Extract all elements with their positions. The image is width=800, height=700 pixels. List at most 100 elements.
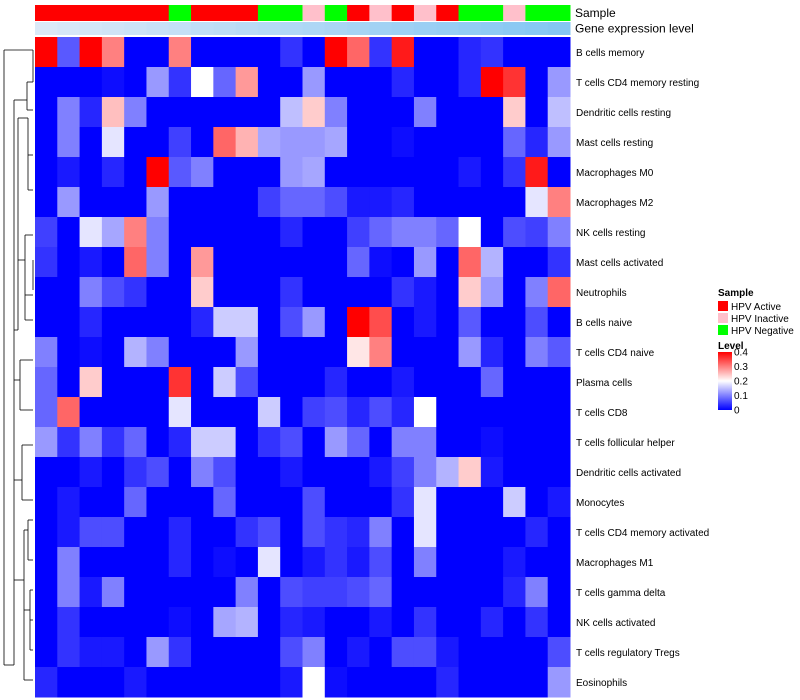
heatmap-cell <box>168 37 192 68</box>
heatmap-cell <box>235 157 259 188</box>
heatmap-cell <box>547 667 571 698</box>
row-label: Dendritic cells activated <box>576 468 681 479</box>
heatmap-cell <box>347 277 370 308</box>
heatmap-cell <box>124 157 147 188</box>
heatmap-cell <box>101 577 125 608</box>
heatmap-cell <box>547 607 571 638</box>
heatmap-cell <box>391 637 415 668</box>
heatmap-cell <box>146 577 170 608</box>
heatmap-cell <box>503 547 526 578</box>
heatmap-cell <box>503 97 526 128</box>
heatmap-cell <box>168 67 192 98</box>
heatmap-cell <box>101 457 125 488</box>
heatmap-cell <box>168 667 192 698</box>
row-labels: B cells memory T cells CD4 memory resting… <box>576 48 709 689</box>
heatmap-cell <box>235 97 259 128</box>
heatmap-cell <box>146 187 170 218</box>
gene-expression-annotation-cell <box>257 22 281 35</box>
heatmap-cell <box>168 547 192 578</box>
heatmap-cell <box>101 157 125 188</box>
heatmap-cell <box>257 187 281 218</box>
heatmap-cell <box>257 637 281 668</box>
heatmap-cell <box>391 187 415 218</box>
heatmap-cell <box>35 127 58 158</box>
row-label: Neutrophils <box>576 288 627 299</box>
heatmap-cell <box>101 37 125 68</box>
heatmap-cell <box>413 487 437 518</box>
heatmap-cell <box>458 307 482 338</box>
heatmap-cell <box>324 397 348 428</box>
heatmap-cell <box>302 217 326 248</box>
heatmap-cell <box>503 637 526 668</box>
heatmap-cell <box>369 97 393 128</box>
heatmap-cell <box>547 217 571 248</box>
heatmap-cell <box>79 577 103 608</box>
heatmap-cell <box>124 427 147 458</box>
heatmap-cell <box>101 487 125 518</box>
heatmap-cell <box>503 427 526 458</box>
heatmap-cell <box>458 337 482 368</box>
heatmap-cell <box>547 247 571 278</box>
sample-annotation-cell <box>257 5 281 21</box>
heatmap-cell <box>79 127 103 158</box>
heatmap-cell <box>347 367 370 398</box>
heatmap-cell <box>503 487 526 518</box>
heatmap-cell <box>280 397 303 428</box>
heatmap-cell <box>213 637 237 668</box>
heatmap-cell <box>124 247 147 278</box>
heatmap-cell <box>168 577 192 608</box>
heatmap-cell <box>391 427 415 458</box>
heatmap-cell <box>57 607 81 638</box>
heatmap-cell <box>191 427 214 458</box>
heatmap-cell <box>79 637 103 668</box>
heatmap-cell <box>257 337 281 368</box>
heatmap-cell <box>436 577 460 608</box>
heatmap-cell <box>480 577 504 608</box>
heatmap-cell <box>146 97 170 128</box>
column-annotation-tracks: Sample Gene expression level <box>35 5 694 36</box>
row-label: NK cells resting <box>576 228 645 239</box>
heatmap-cell <box>503 127 526 158</box>
heatmap-cell <box>324 547 348 578</box>
heatmap-cell <box>480 517 504 548</box>
heatmap-cell <box>124 277 147 308</box>
heatmap-cell <box>302 337 326 368</box>
heatmap-cell <box>35 97 58 128</box>
heatmap-cell <box>191 127 214 158</box>
heatmap-cell <box>146 127 170 158</box>
heatmap-cell <box>79 217 103 248</box>
heatmap-cell <box>369 667 393 698</box>
row-label: T cells follicular helper <box>576 438 675 449</box>
heatmap-cell <box>324 427 348 458</box>
gene-expression-annotation-cell <box>480 22 504 35</box>
heatmap-cell <box>369 457 393 488</box>
gene-expression-annotation-cell <box>191 22 214 35</box>
sample-annotation-cell <box>57 5 81 21</box>
heatmap-cell <box>168 637 192 668</box>
heatmap-cell <box>458 367 482 398</box>
heatmap-cell <box>235 457 259 488</box>
heatmap-cell <box>324 217 348 248</box>
heatmap-cell <box>79 67 103 98</box>
heatmap-cell <box>324 67 348 98</box>
heatmap-cell <box>413 547 437 578</box>
heatmap-cell <box>369 67 393 98</box>
sample-annotation-cell <box>547 5 571 21</box>
heatmap-cell <box>35 217 58 248</box>
heatmap-cell <box>436 157 460 188</box>
level-legend-title: Level <box>718 341 744 352</box>
heatmap-cell <box>280 607 303 638</box>
heatmap-cell <box>146 637 170 668</box>
heatmap-cell <box>503 277 526 308</box>
heatmap-cell <box>458 67 482 98</box>
sample-annotation-cell <box>280 5 303 21</box>
heatmap-cell <box>213 157 237 188</box>
heatmap-cell <box>302 487 326 518</box>
heatmap-cell <box>413 67 437 98</box>
heatmap-cell <box>213 487 237 518</box>
heatmap-cell <box>191 457 214 488</box>
heatmap-cell <box>347 577 370 608</box>
heatmap-cell <box>79 247 103 278</box>
heatmap-cell <box>503 307 526 338</box>
heatmap-cell <box>124 337 147 368</box>
